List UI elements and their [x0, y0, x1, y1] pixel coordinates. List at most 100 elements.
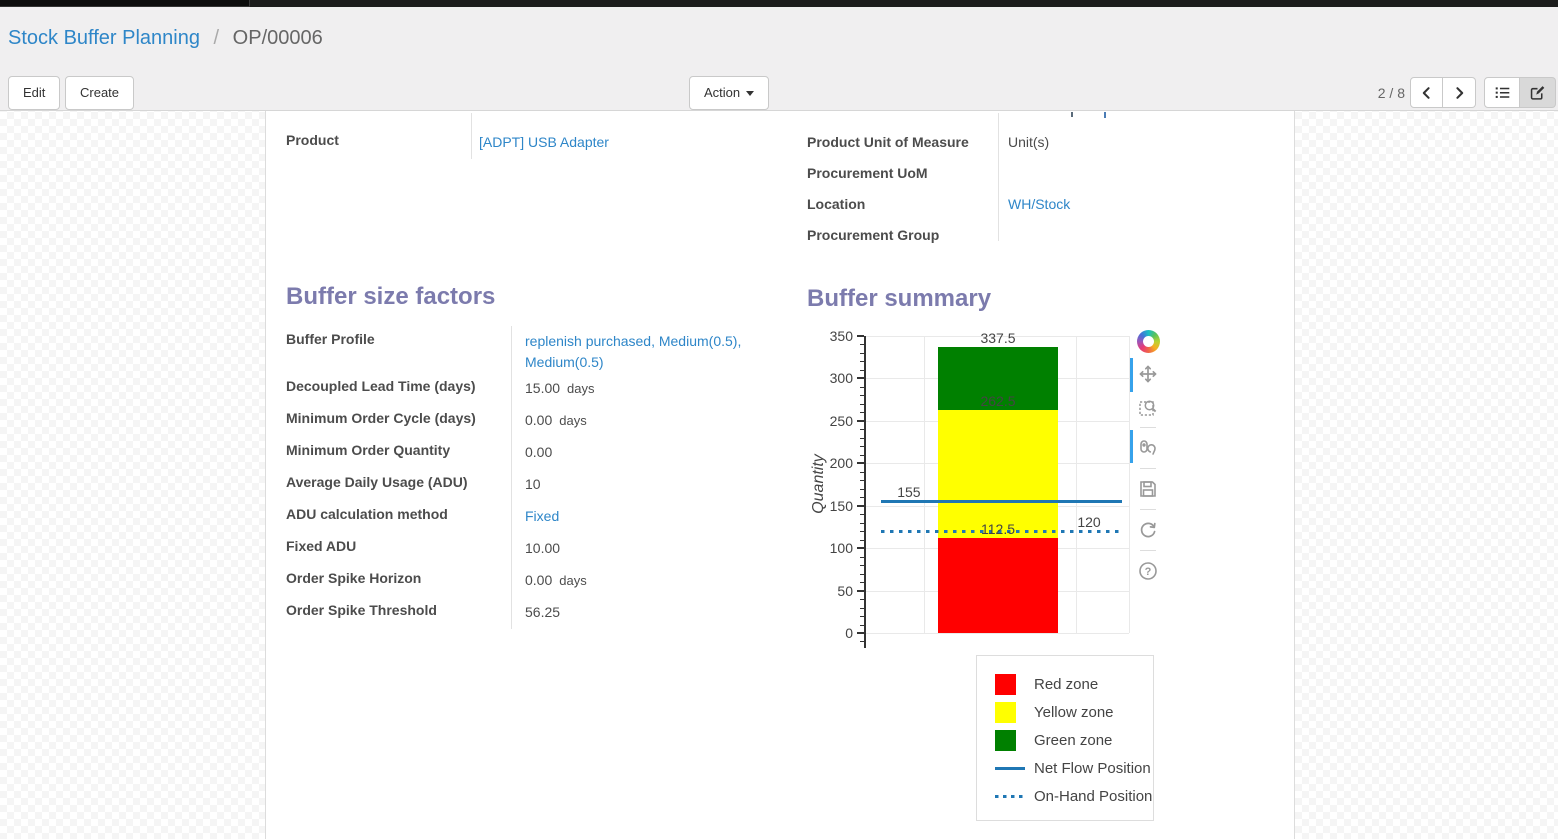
y-tick — [857, 504, 864, 507]
legend-swatch — [995, 794, 1025, 798]
y-minor-tick — [860, 616, 864, 618]
pager-previous-button[interactable] — [1410, 77, 1443, 108]
caret-down-icon — [746, 91, 755, 97]
net-flow-position-line[interactable] — [881, 499, 1122, 503]
save-icon[interactable] — [1135, 476, 1161, 502]
breadcrumb-separator: / — [213, 27, 220, 49]
field-value-cell: 10.00 — [511, 533, 791, 565]
field-value: Unit(s) — [1008, 134, 1050, 150]
clipped-text-remnant — [1104, 112, 1106, 118]
legend-label: Net Flow Position — [1034, 759, 1151, 777]
field-label: Location — [807, 196, 866, 212]
y-tick — [857, 419, 864, 422]
product-label: Product — [286, 132, 339, 148]
y-minor-tick — [860, 582, 864, 584]
gridline — [1076, 336, 1078, 633]
y-minor-tick — [860, 556, 864, 558]
y-minor-tick — [860, 437, 864, 439]
gridline — [866, 633, 1129, 634]
y-minor-tick — [860, 565, 864, 567]
y-minor-tick — [860, 539, 864, 541]
field-row: Average Daily Usage (ADU) 10 — [286, 469, 791, 501]
legend-label: On-Hand Position — [1034, 787, 1153, 805]
y-minor-tick — [860, 471, 864, 473]
edit-form-icon — [1530, 86, 1545, 100]
y-minor-tick — [860, 403, 864, 405]
red-zone-bar[interactable] — [938, 537, 1058, 634]
y-minor-tick — [860, 386, 864, 388]
y-minor-tick — [860, 454, 864, 456]
pager-next-button[interactable] — [1443, 77, 1476, 108]
field-value-cell: replenish purchased, Medium(0.5), Medium… — [511, 326, 791, 373]
buffer-summary-chart[interactable]: 0 50 100 150 200 250 300 350 155 120 337.5 262.5 112… — [807, 325, 1142, 665]
list-view-button[interactable] — [1484, 77, 1520, 108]
control-panel: Stock Buffer Planning / OP/00006 Edit Cr… — [0, 7, 1558, 111]
product-value-link[interactable]: [ADPT] USB Adapter — [479, 134, 609, 150]
legend-item[interactable]: Green zone — [995, 726, 1153, 754]
field-divider — [998, 113, 999, 241]
field-value-link[interactable]: replenish purchased, Medium(0.5), Medium… — [525, 333, 742, 370]
field-value-cell: 56.25 — [511, 597, 791, 629]
y-tick-label: 100 — [829, 540, 853, 557]
field-value-cell: 0.00 days — [511, 405, 791, 437]
y-tick — [857, 462, 864, 465]
legend-label: Red zone — [1034, 675, 1099, 693]
line-value-label: 120 — [1077, 514, 1101, 531]
field-label: ADU calculation method — [286, 506, 448, 522]
right-field-group: Product Unit of Measure Unit(s) Procuremen… — [807, 131, 1277, 255]
yellow-zone-bar[interactable] — [938, 410, 1058, 538]
y-tick-label: 150 — [829, 497, 853, 514]
gridline — [866, 336, 1129, 337]
legend-item[interactable]: Net Flow Position — [995, 754, 1153, 782]
field-value: 15.00 — [525, 380, 561, 396]
legend-line-sample — [995, 794, 1025, 798]
green-zone-bar[interactable] — [938, 346, 1058, 411]
field-value — [998, 162, 1258, 165]
y-minor-tick — [860, 599, 864, 601]
field-label: Buffer Profile — [286, 331, 375, 347]
chevron-left-icon — [1422, 86, 1430, 99]
plotly-logo-icon[interactable] — [1135, 328, 1161, 354]
field-unit: days — [567, 381, 595, 396]
field-unit: days — [559, 573, 587, 588]
on-hand-position-line[interactable] — [881, 529, 1122, 533]
legend-color-box — [995, 673, 1016, 695]
field-value-link[interactable]: Fixed — [525, 508, 560, 524]
legend-item[interactable]: Yellow zone — [995, 698, 1153, 726]
legend-label: Yellow zone — [1034, 703, 1114, 721]
y-minor-tick — [860, 488, 864, 490]
legend-swatch — [995, 701, 1025, 723]
edit-button[interactable]: Edit — [8, 76, 61, 110]
field-row: Procurement Group — [807, 224, 1277, 255]
field-value-cell: Fixed — [511, 501, 791, 533]
field-value: 10 — [525, 476, 541, 492]
legend-item[interactable]: Red zone — [995, 670, 1153, 698]
app-switcher-strip — [0, 0, 250, 7]
y-minor-tick — [860, 514, 864, 516]
field-label: Average Daily Usage (ADU) — [286, 474, 468, 490]
top-menu-strip — [0, 0, 1558, 7]
create-button[interactable]: Create — [65, 76, 135, 110]
y-minor-tick — [860, 531, 864, 533]
pan-icon[interactable] — [1135, 361, 1161, 387]
y-tick-label: 200 — [829, 455, 853, 472]
y-tick — [857, 547, 864, 550]
form-view-button[interactable] — [1520, 77, 1556, 108]
help-icon[interactable]: ? — [1135, 558, 1161, 584]
legend-item[interactable]: On-Hand Position — [995, 782, 1153, 810]
box-zoom-icon[interactable] — [1135, 394, 1161, 420]
field-row: Order Spike Horizon 0.00 days — [286, 565, 791, 597]
view-switcher — [1484, 77, 1556, 108]
hover-compare-icon[interactable] — [1135, 435, 1161, 461]
y-tick-label: 250 — [829, 412, 853, 429]
reset-axes-icon[interactable] — [1135, 517, 1161, 543]
buffer-summary-title: Buffer summary — [807, 285, 992, 312]
field-row: Location WH/Stock — [807, 193, 1277, 224]
y-minor-tick — [860, 497, 864, 499]
y-minor-tick — [860, 522, 864, 524]
legend-color-box — [995, 729, 1016, 751]
field-value-link[interactable]: WH/Stock — [1008, 196, 1071, 212]
breadcrumb-parent-link[interactable]: Stock Buffer Planning — [8, 27, 200, 49]
action-dropdown-button[interactable]: Action — [689, 76, 770, 110]
y-minor-tick — [860, 446, 864, 448]
